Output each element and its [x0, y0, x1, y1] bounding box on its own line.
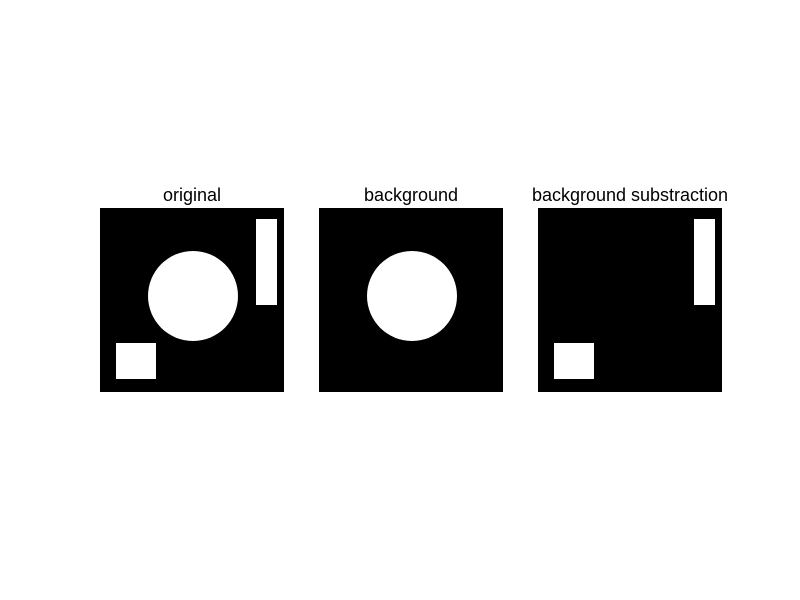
- small-rectangle-shape: [116, 343, 156, 379]
- image-original: [100, 208, 284, 392]
- panel-title-background: background: [363, 185, 459, 205]
- circle-shape: [148, 251, 238, 341]
- tall-rectangle-shape: [256, 219, 277, 305]
- tall-rectangle-shape: [694, 219, 715, 305]
- image-background-substraction: [538, 208, 722, 392]
- image-background-estimate: [319, 208, 503, 392]
- circle-shape: [367, 251, 457, 341]
- panel-title-background-substraction: background substraction: [531, 185, 729, 205]
- small-rectangle-shape: [554, 343, 594, 379]
- panel-title-original: original: [162, 185, 222, 205]
